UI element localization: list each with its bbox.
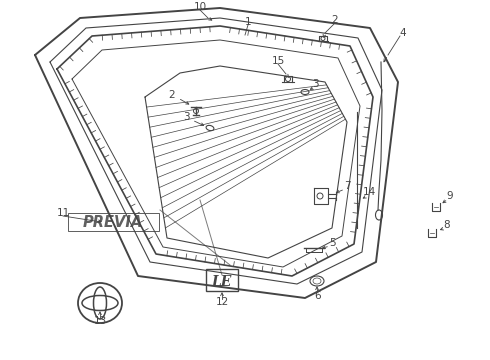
Text: 2: 2 [332, 15, 338, 25]
Text: 15: 15 [271, 56, 285, 66]
Text: PREVIA: PREVIA [83, 215, 143, 230]
Text: 10: 10 [194, 2, 207, 12]
Text: 11: 11 [56, 208, 70, 218]
Text: 8: 8 [443, 220, 450, 230]
Text: 9: 9 [447, 191, 453, 201]
Text: 3: 3 [312, 79, 318, 89]
Text: 4: 4 [400, 28, 406, 38]
Text: 14: 14 [363, 187, 376, 197]
Text: 12: 12 [216, 297, 229, 307]
Text: 2: 2 [169, 90, 175, 100]
Text: 6: 6 [315, 291, 321, 301]
Text: 1: 1 [245, 17, 251, 27]
Text: 13: 13 [94, 316, 107, 326]
Text: 7: 7 [343, 181, 350, 191]
Text: LE: LE [212, 275, 232, 289]
Text: 3: 3 [183, 112, 189, 122]
Text: 5: 5 [329, 238, 335, 248]
